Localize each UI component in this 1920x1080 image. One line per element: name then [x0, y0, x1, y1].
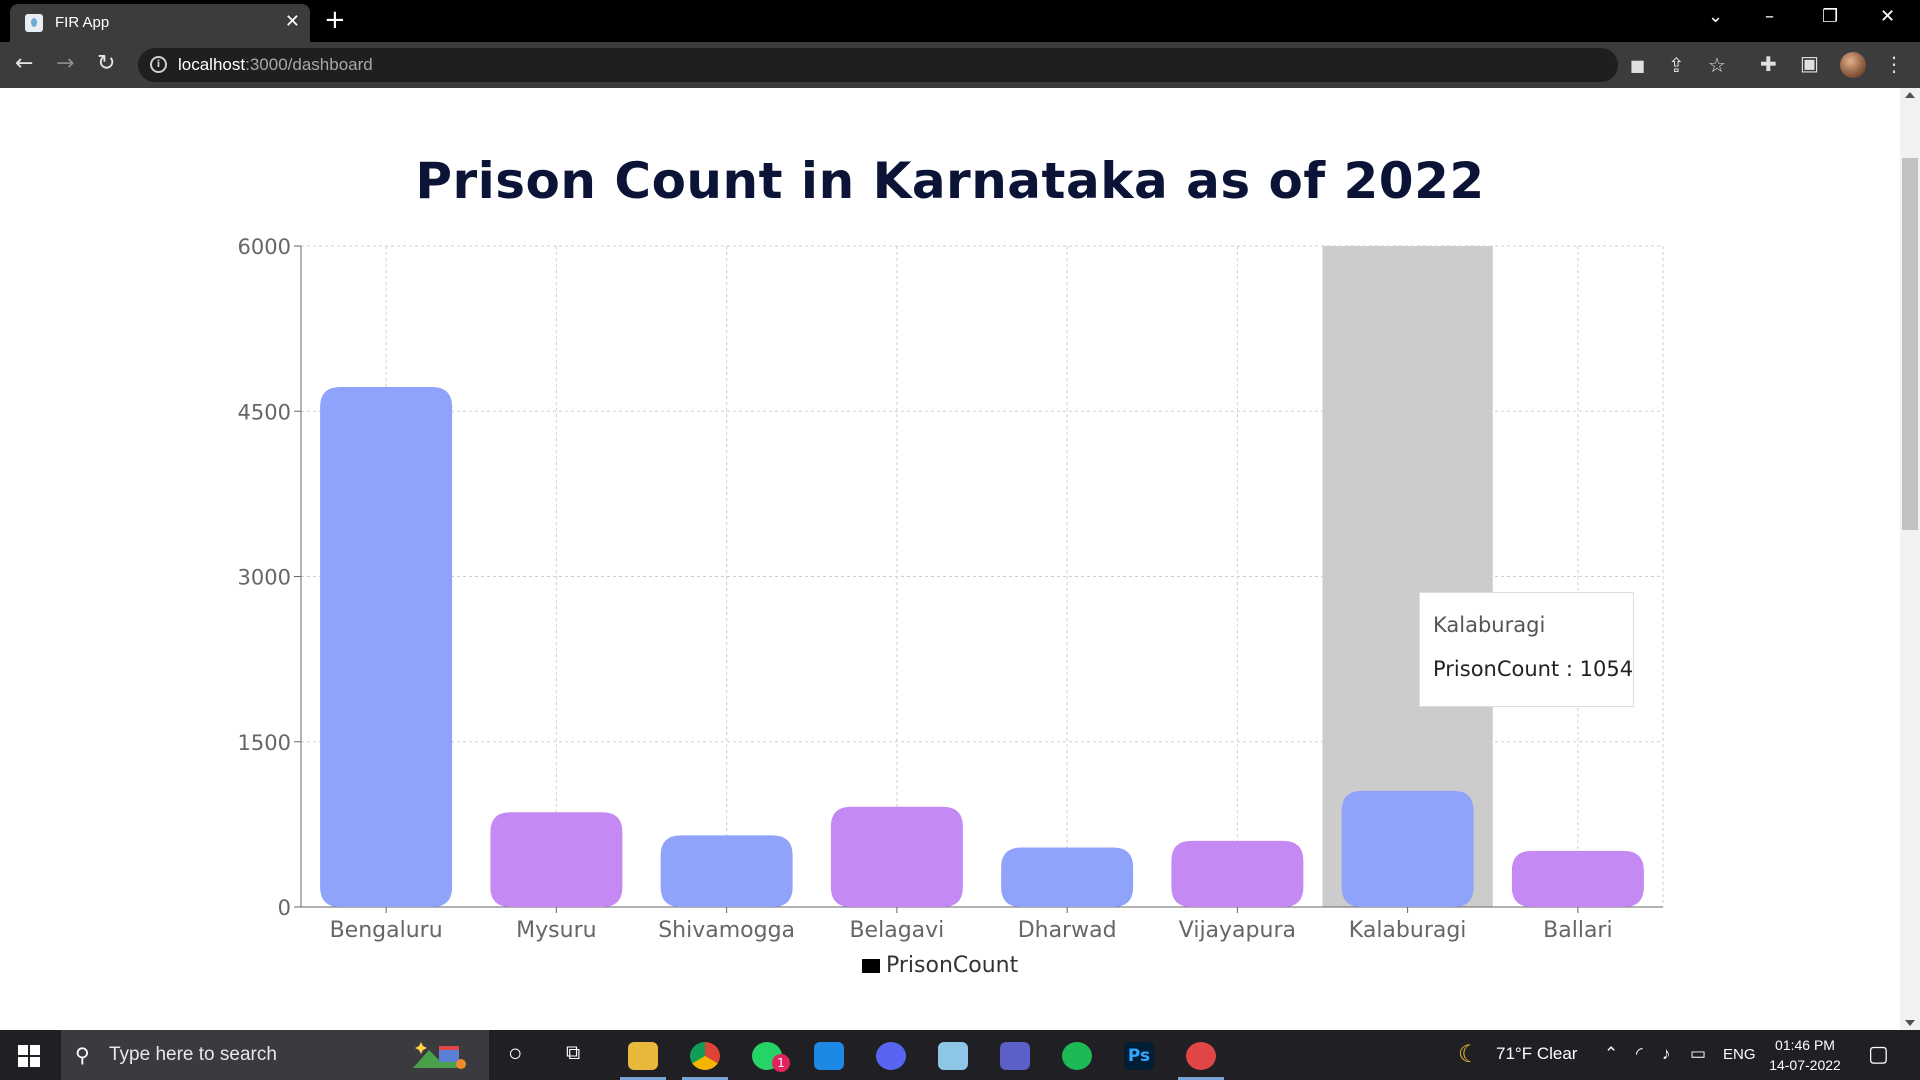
bar-bengaluru	[320, 387, 453, 908]
minimize-icon[interactable]: –	[1765, 6, 1774, 27]
browser-tab[interactable]: FIR App ✕	[10, 4, 310, 42]
teams-app[interactable]	[984, 1030, 1046, 1080]
scroll-down-arrow-icon[interactable]	[1905, 1020, 1915, 1026]
taskbar-search[interactable]: ⚲ Type here to search	[61, 1030, 489, 1080]
camera-icon[interactable]: ■	[1630, 56, 1646, 75]
close-window-icon[interactable]: ✕	[1880, 6, 1896, 27]
whatsapp-badge: 1	[772, 1054, 790, 1072]
cortana-icon[interactable]: ○	[508, 1040, 523, 1067]
browser-toolbar: ← → ↻ i localhost:3000/dashboard ■ ⇪ ☆ ✚…	[0, 42, 1920, 88]
menu-kebab-icon[interactable]: ⋮	[1884, 52, 1904, 76]
x-tick-label: Vijayapura	[1179, 918, 1296, 943]
side-panel-icon[interactable]: ▣	[1800, 51, 1819, 75]
x-tick-label: Kalaburagi	[1349, 918, 1467, 943]
vscode-icon	[814, 1042, 844, 1070]
snipping-tool-icon	[1186, 1042, 1216, 1070]
vscode-app[interactable]	[798, 1030, 860, 1080]
teams-icon	[1000, 1042, 1030, 1070]
chart-tooltip: Kalaburagi PrisonCount : 1054	[1419, 592, 1634, 707]
bookmark-star-icon[interactable]: ☆	[1708, 53, 1726, 77]
address-url[interactable]: localhost:3000/dashboard	[178, 55, 373, 74]
y-tick-label: 0	[278, 896, 291, 920]
search-icon: ⚲	[75, 1043, 90, 1067]
browser-tab-bar: FIR App ✕ + ⌄ – ❐ ✕	[0, 0, 1920, 42]
page-scrollbar[interactable]	[1900, 88, 1920, 1030]
volume-icon[interactable]: ♪	[1662, 1044, 1671, 1063]
windows-start-icon[interactable]	[18, 1045, 40, 1067]
snipping-tool-app[interactable]	[1170, 1030, 1232, 1080]
prison-count-bar-chart: 0 1500 3000 4500 6000 Bengaluru Mysuru Shivamog…	[238, 235, 1664, 978]
tab-search-chevron-icon[interactable]: ⌄	[1708, 6, 1724, 27]
chrome-icon	[690, 1042, 720, 1070]
chrome-app[interactable]	[674, 1030, 736, 1080]
x-tick-label: Ballari	[1543, 918, 1612, 943]
notes-icon	[938, 1042, 968, 1070]
back-icon[interactable]: ←	[15, 51, 34, 76]
bar-vijayapura	[1171, 840, 1304, 907]
bar-mysuru	[490, 812, 623, 907]
restore-icon[interactable]: ❐	[1822, 6, 1839, 27]
x-tick-label: Mysuru	[516, 918, 596, 943]
discord-icon	[876, 1042, 906, 1070]
tab-title: FIR App	[55, 14, 110, 31]
clock-time: 01:46 PM	[1775, 1037, 1835, 1053]
y-tick-label: 6000	[238, 235, 291, 259]
photoshop-icon: Ps	[1124, 1042, 1154, 1070]
reload-icon[interactable]: ↻	[97, 51, 116, 76]
file-explorer-icon	[628, 1042, 658, 1070]
task-view-icon[interactable]: ⧉	[566, 1042, 581, 1064]
x-tick-label: Bengaluru	[330, 918, 443, 943]
tooltip-value: PrisonCount : 1054	[1433, 657, 1634, 681]
site-info-icon[interactable]: i	[150, 56, 167, 73]
x-tick-label: Belagavi	[849, 918, 944, 943]
tab-favicon-icon	[25, 14, 43, 32]
spotify-icon	[1062, 1042, 1092, 1070]
whatsapp-app[interactable]: 1	[736, 1030, 798, 1080]
discord-app[interactable]	[860, 1030, 922, 1080]
chart-title: Prison Count in Karnataka as of 2022	[415, 152, 1485, 210]
address-bar[interactable]: i localhost:3000/dashboard ■ ⇪ ☆	[138, 48, 1726, 82]
bar-shivamogga	[660, 835, 793, 907]
legend-swatch	[862, 959, 880, 973]
bar-ballari	[1511, 850, 1644, 907]
new-tab-button[interactable]: +	[324, 5, 346, 35]
taskbar-search-placeholder: Type here to search	[109, 1044, 277, 1065]
y-tick-label: 4500	[238, 400, 291, 424]
scrollbar-thumb[interactable]	[1902, 158, 1918, 530]
bar-dharwad	[1001, 847, 1134, 907]
taskbar-clock[interactable]: 01:46 PM 14-07-2022	[1765, 1035, 1845, 1075]
tooltip-title: Kalaburagi	[1433, 613, 1546, 637]
weather-moon-icon[interactable]: ☾	[1458, 1041, 1480, 1068]
x-tick-label: Dharwad	[1018, 918, 1117, 943]
close-tab-icon[interactable]: ✕	[284, 11, 300, 32]
x-tick-label: Shivamogga	[658, 918, 795, 943]
clock-date: 14-07-2022	[1769, 1057, 1841, 1073]
y-tick-label: 3000	[238, 566, 291, 590]
notifications-icon[interactable]: ▢	[1868, 1041, 1889, 1066]
search-highlight-icon	[413, 1042, 466, 1069]
extensions-icon[interactable]: ✚	[1760, 52, 1777, 76]
y-tick-label: 1500	[238, 731, 291, 755]
notes-app[interactable]	[922, 1030, 984, 1080]
photoshop-app[interactable]: Ps	[1108, 1030, 1170, 1080]
weather-text[interactable]: 71°F Clear	[1496, 1044, 1578, 1063]
share-icon[interactable]: ⇪	[1668, 53, 1685, 77]
profile-avatar[interactable]	[1840, 52, 1866, 78]
spotify-app[interactable]	[1046, 1030, 1108, 1080]
network-icon[interactable]: ◜	[1636, 1044, 1643, 1063]
windows-taskbar: ⚲ Type here to search ○ ⧉ 1 Ps	[0, 1030, 1920, 1080]
forward-icon[interactable]: →	[56, 51, 75, 76]
scroll-up-arrow-icon[interactable]	[1905, 92, 1915, 98]
bar-kalaburagi	[1341, 790, 1474, 907]
battery-icon[interactable]: ▭	[1690, 1044, 1707, 1063]
show-hidden-icons-chevron-icon[interactable]: ⌃	[1604, 1044, 1619, 1063]
bar-belagavi	[830, 806, 963, 907]
file-explorer-app[interactable]	[612, 1030, 674, 1080]
legend-label: PrisonCount	[886, 953, 1019, 978]
language-indicator[interactable]: ENG	[1723, 1046, 1756, 1063]
